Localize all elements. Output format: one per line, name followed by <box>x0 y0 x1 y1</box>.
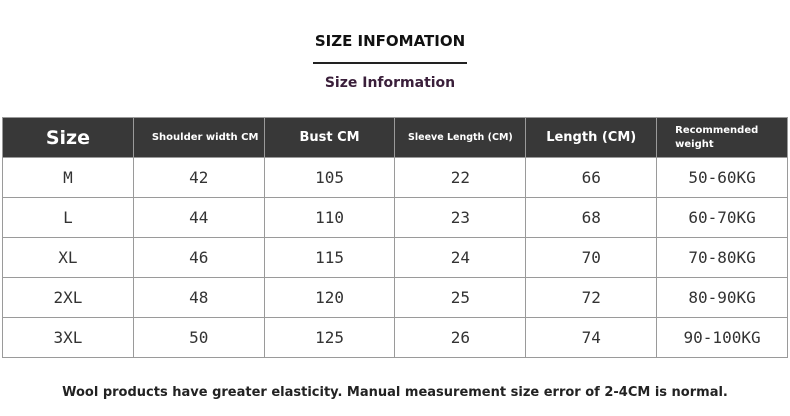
size-table: Size Shoulder width CM Bust CM Sleeve Lengt… <box>2 117 788 358</box>
table-row: XL 46 115 24 70 70-80KG <box>2 237 788 278</box>
subtitle: Size Information <box>324 75 456 91</box>
table-row: 2XL 48 120 25 72 80-90KG <box>2 277 788 318</box>
table-cell: 115 <box>263 237 396 278</box>
table-body: M 42 105 22 66 50-60KG L 44 110 23 68 60-70KG XL 46 11… <box>2 157 788 358</box>
table-cell: 50-60KG <box>656 157 788 198</box>
table-cell: 25 <box>394 277 527 318</box>
table-cell: 42 <box>132 157 265 198</box>
column-header: Size <box>2 117 134 158</box>
table-cell: 110 <box>263 197 396 238</box>
column-header: Sleeve Length (CM) <box>394 117 527 158</box>
table-cell: 60-70KG <box>656 197 788 238</box>
table-cell: 105 <box>263 157 396 198</box>
table-row: 3XL 50 125 26 74 90-100KG <box>2 317 788 358</box>
column-header: Bust CM <box>263 117 396 158</box>
table-cell: 66 <box>525 157 658 198</box>
table-cell: 26 <box>394 317 527 358</box>
title-underline <box>313 62 467 64</box>
table-cell: 3XL <box>2 317 134 358</box>
table-cell: 74 <box>525 317 658 358</box>
table-cell: 90-100KG <box>656 317 788 358</box>
column-header: Shoulder width CM <box>132 117 265 158</box>
header-row: Size Shoulder width CM Bust CM Sleeve Lengt… <box>2 117 788 158</box>
table-cell: M <box>2 157 134 198</box>
table-row: L 44 110 23 68 60-70KG <box>2 197 788 238</box>
table-cell: 23 <box>394 197 527 238</box>
column-header: Length (CM) <box>525 117 658 158</box>
table-cell: 120 <box>263 277 396 318</box>
table-cell: L <box>2 197 134 238</box>
table-row: M 42 105 22 66 50-60KG <box>2 157 788 198</box>
table-cell: 70 <box>525 237 658 278</box>
table-cell: 50 <box>132 317 265 358</box>
table-cell: 22 <box>394 157 527 198</box>
table-cell: 46 <box>132 237 265 278</box>
table-cell: XL <box>2 237 134 278</box>
footer-note: Wool products have greater elasticity. M… <box>62 385 728 400</box>
table-cell: 80-90KG <box>656 277 788 318</box>
title: SIZE INFOMATION <box>314 32 466 50</box>
table-cell: 24 <box>394 237 527 278</box>
table-cell: 125 <box>263 317 396 358</box>
table-cell: 70-80KG <box>656 237 788 278</box>
column-header: Recommended weight <box>656 117 788 158</box>
table-cell: 72 <box>525 277 658 318</box>
table-cell: 68 <box>525 197 658 238</box>
table-cell: 48 <box>132 277 265 318</box>
table-cell: 44 <box>132 197 265 238</box>
table-cell: 2XL <box>2 277 134 318</box>
